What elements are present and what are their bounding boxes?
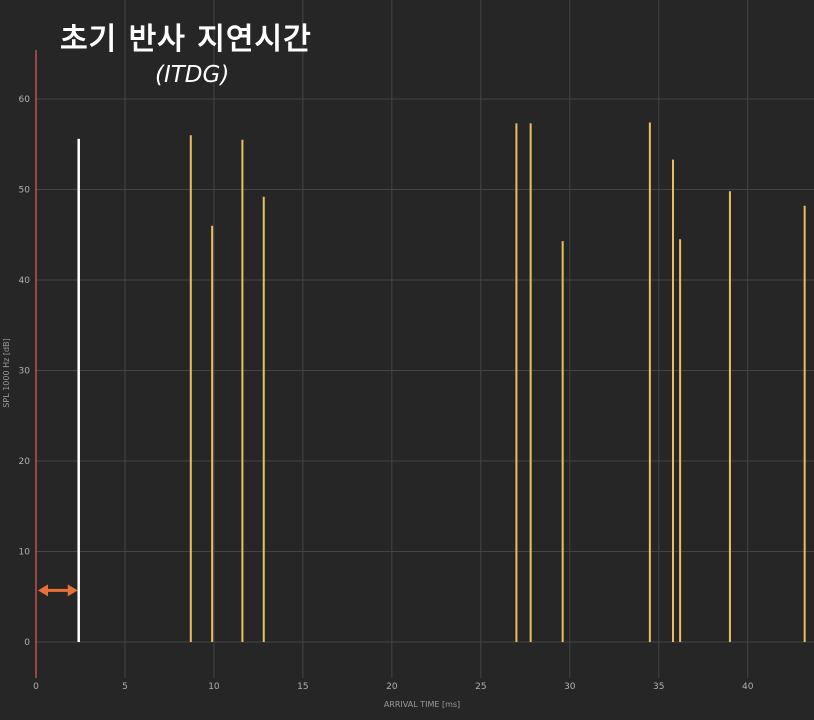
x-tick-label: 20 xyxy=(386,682,398,692)
reflection-bars xyxy=(77,122,806,642)
x-tick-label: 35 xyxy=(653,682,664,692)
y-tick-label: 0 xyxy=(24,638,30,648)
x-tick-label: 40 xyxy=(742,682,754,692)
y-tick-label: 40 xyxy=(19,276,31,286)
y-tick-label: 10 xyxy=(19,548,31,558)
y-tick-label: 30 xyxy=(19,367,31,377)
x-tick-label: 5 xyxy=(122,682,128,692)
itdg-arrow-head-left xyxy=(38,584,48,597)
y-tick-label: 50 xyxy=(19,186,31,196)
x-tick-label: 0 xyxy=(33,682,39,692)
x-tick-label: 15 xyxy=(297,682,308,692)
chart-title: 초기 반사 지연시간 xyxy=(60,22,312,57)
y-tick-label: 20 xyxy=(19,457,31,467)
y-tick-label: 60 xyxy=(19,95,31,105)
x-tick-label: 25 xyxy=(475,682,486,692)
grid xyxy=(35,0,814,678)
y-tick-labels: 0 10 20 30 40 50 60 xyxy=(19,95,31,648)
itdg-arrow-head-right xyxy=(67,584,78,597)
chart-subtitle: (ITDG) xyxy=(155,62,230,88)
y-axis-label: SPL 1000 Hz [dB] xyxy=(2,338,11,407)
x-axis-label: ARRIVAL TIME [ms] xyxy=(384,700,460,709)
x-tick-label: 10 xyxy=(208,682,220,692)
x-tick-label: 30 xyxy=(564,682,576,692)
itdg-arrow xyxy=(38,584,78,597)
x-tick-labels: 0 5 10 15 20 25 30 35 40 xyxy=(33,682,754,692)
